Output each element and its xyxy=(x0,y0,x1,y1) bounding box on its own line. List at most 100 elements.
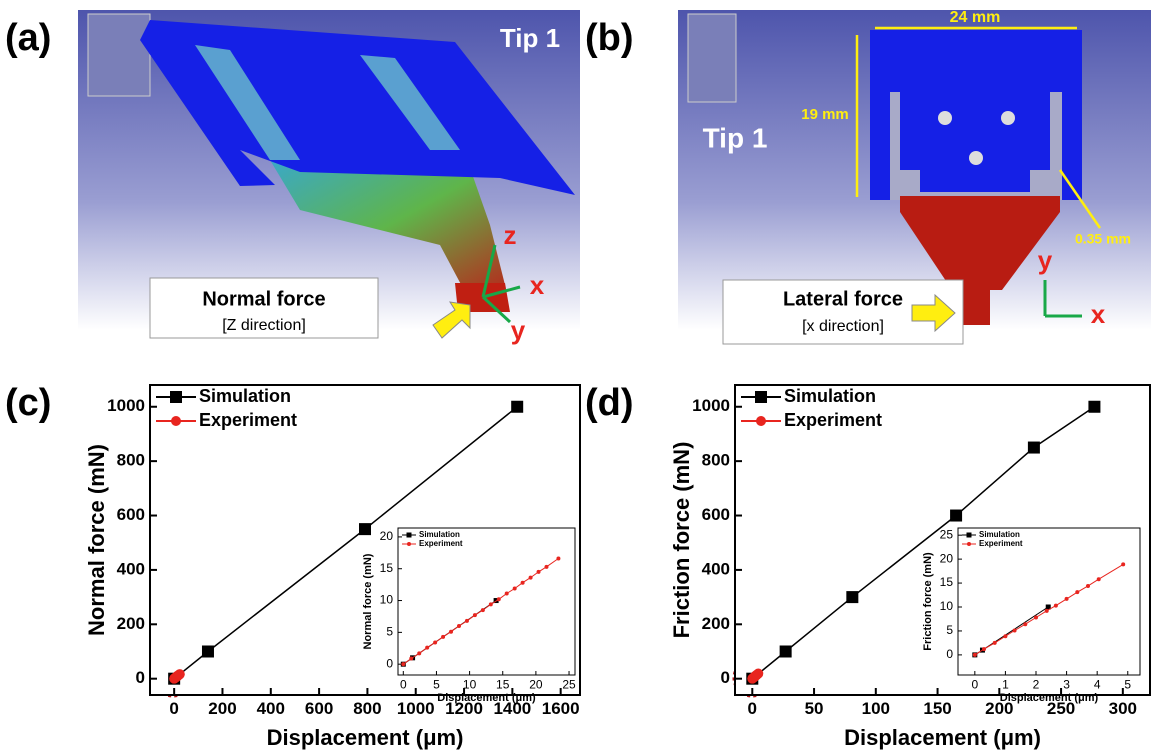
x-tick-label: 1600 xyxy=(542,699,580,718)
legend-label: Experiment xyxy=(979,539,1023,548)
marker xyxy=(511,401,523,413)
legend-marker xyxy=(755,391,767,403)
panel-label: (d) xyxy=(585,382,634,424)
legend-label: Simulation xyxy=(199,386,291,406)
y-tick-label: 0 xyxy=(386,656,393,670)
x-tick-label: 300 xyxy=(1109,699,1137,718)
fem-hole xyxy=(1001,111,1015,125)
x-tick-label: 0 xyxy=(169,699,178,718)
marker xyxy=(1023,622,1027,626)
x-tick-label: 0 xyxy=(748,699,757,718)
marker xyxy=(1054,604,1058,608)
marker xyxy=(544,565,548,569)
y-tick-label: 20 xyxy=(380,529,394,543)
fem-body xyxy=(900,92,1050,192)
marker xyxy=(982,647,986,651)
dimension-label: 24 mm xyxy=(950,9,1001,26)
y-tick-label: 800 xyxy=(117,451,145,470)
x-tick-label: 1000 xyxy=(397,699,435,718)
x-tick-label: 2 xyxy=(1033,677,1040,691)
x-tick-label: 4 xyxy=(1094,677,1101,691)
y-tick-label: 0 xyxy=(946,647,953,661)
marker xyxy=(973,653,977,657)
marker xyxy=(473,613,477,617)
y-tick-label: 5 xyxy=(946,623,953,637)
dimension-label: 19 mm xyxy=(801,106,849,123)
y-tick-label: 10 xyxy=(940,599,954,613)
y-tick-label: 25 xyxy=(940,527,954,541)
marker xyxy=(505,592,509,596)
marker xyxy=(401,662,405,666)
x-tick-label: 25 xyxy=(562,677,576,691)
axis-label: x xyxy=(530,270,545,300)
marker xyxy=(481,608,485,612)
y-tick-label: 1000 xyxy=(692,396,730,415)
x-tick-label: 10 xyxy=(463,677,477,691)
y-tick-label: 200 xyxy=(702,614,730,633)
marker xyxy=(489,602,493,606)
legend-label: Experiment xyxy=(419,539,463,548)
y-tick-label: 1000 xyxy=(107,396,145,415)
marker xyxy=(513,586,517,590)
x-tick-label: 1 xyxy=(1002,677,1009,691)
marker xyxy=(417,651,421,655)
marker xyxy=(556,557,560,561)
marker xyxy=(993,641,997,645)
x-tick-label: 0 xyxy=(400,677,407,691)
marker xyxy=(457,624,461,628)
colormap-legend xyxy=(88,14,150,96)
x-tick-label: 600 xyxy=(305,699,333,718)
x-axis-label: Displacement (μm) xyxy=(437,692,536,704)
direction-label: [Z direction] xyxy=(222,317,306,334)
marker xyxy=(449,630,453,634)
y-tick-label: 600 xyxy=(117,505,145,524)
y-axis-label: Friction force (mN) xyxy=(922,552,934,651)
x-axis-label: Displacement (μm) xyxy=(844,725,1041,750)
y-tick-label: 0 xyxy=(721,668,730,687)
marker xyxy=(441,635,445,639)
marker xyxy=(529,576,533,580)
marker xyxy=(537,570,541,574)
x-tick-label: 150 xyxy=(923,699,951,718)
x-tick-label: 0 xyxy=(971,677,978,691)
y-tick-label: 400 xyxy=(702,559,730,578)
y-tick-label: 10 xyxy=(380,593,394,607)
legend-label: Experiment xyxy=(199,410,297,430)
marker xyxy=(202,645,214,657)
legend-label: Simulation xyxy=(784,386,876,406)
figure: (a) Tip 1 Normal force [Z direction] z x… xyxy=(0,0,1151,753)
x-tick-label: 100 xyxy=(862,699,890,718)
y-tick-label: 15 xyxy=(940,575,954,589)
x-tick-label: 400 xyxy=(257,699,285,718)
marker xyxy=(1086,584,1090,588)
panel-label: (c) xyxy=(5,382,51,424)
colormap-legend xyxy=(688,14,736,102)
legend-label: Simulation xyxy=(419,530,460,539)
marker xyxy=(1034,616,1038,620)
dimension-label: 0.35 mm xyxy=(1075,231,1131,247)
axis-label: y xyxy=(1038,245,1053,275)
marker xyxy=(1065,597,1069,601)
force-label: Normal force xyxy=(202,288,325,310)
marker xyxy=(175,669,185,679)
x-tick-label: 200 xyxy=(208,699,236,718)
marker xyxy=(1097,577,1101,581)
x-tick-label: 5 xyxy=(433,677,440,691)
direction-label: [x direction] xyxy=(802,318,884,335)
legend-label: Simulation xyxy=(979,530,1020,539)
x-tick-label: 50 xyxy=(805,699,824,718)
legend-marker xyxy=(407,533,412,538)
marker xyxy=(846,591,858,603)
axis-label: z xyxy=(504,220,517,250)
force-label: Lateral force xyxy=(783,288,903,310)
y-tick-label: 600 xyxy=(702,505,730,524)
y-tick-label: 200 xyxy=(117,614,145,633)
panel-a: (a) Tip 1 Normal force [Z direction] z x… xyxy=(5,10,580,345)
marker xyxy=(1088,401,1100,413)
y-tick-label: 15 xyxy=(380,561,394,575)
axis-label: y xyxy=(511,315,526,345)
legend-label: Experiment xyxy=(784,410,882,430)
y-axis-label: Normal force (mN) xyxy=(84,444,109,636)
y-tick-label: 400 xyxy=(117,559,145,578)
y-axis-label: Normal force (mN) xyxy=(362,553,374,649)
